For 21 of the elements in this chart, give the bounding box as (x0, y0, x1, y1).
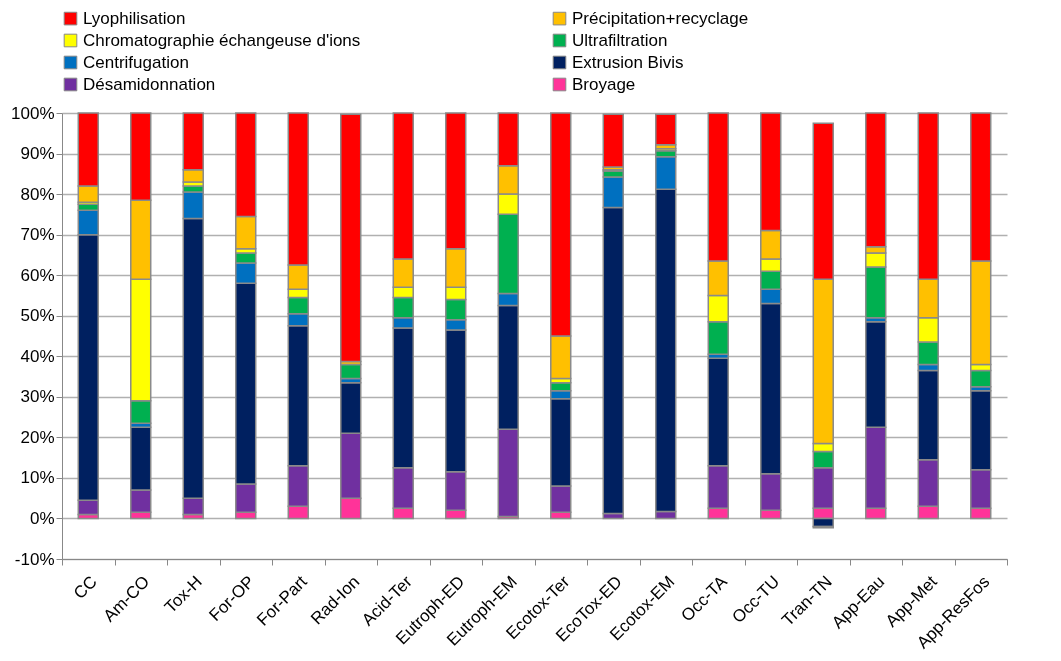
legend-label: Désamidonnation (83, 74, 216, 94)
x-tick-label: CC (69, 572, 101, 603)
y-tick-label: 90% (20, 144, 55, 164)
y-tick-label: -10% (14, 549, 55, 569)
y-tick-label: 70% (20, 225, 55, 245)
legend-label: Lyophilisation (83, 8, 186, 28)
y-tick-label: 80% (20, 184, 55, 204)
y-tick-label: 60% (20, 265, 55, 285)
legend-label: Extrusion Bivis (572, 52, 684, 72)
legend-label: Broyage (572, 74, 636, 94)
y-tick-label: 30% (20, 387, 55, 407)
y-tick-label: 40% (20, 346, 55, 366)
y-tick-label: 100% (11, 103, 55, 123)
legend-label: Ultrafiltration (572, 30, 668, 50)
y-tick-label: 10% (20, 468, 55, 488)
legend-label: Chromatographie échangeuse d'ions (83, 30, 361, 50)
legend-label: Centrifugation (83, 52, 189, 72)
y-tick-label: 20% (20, 427, 55, 447)
y-tick-label: 50% (20, 306, 55, 326)
y-tick-label: 0% (29, 508, 55, 528)
legend-label: Précipitation+recyclage (572, 8, 749, 28)
